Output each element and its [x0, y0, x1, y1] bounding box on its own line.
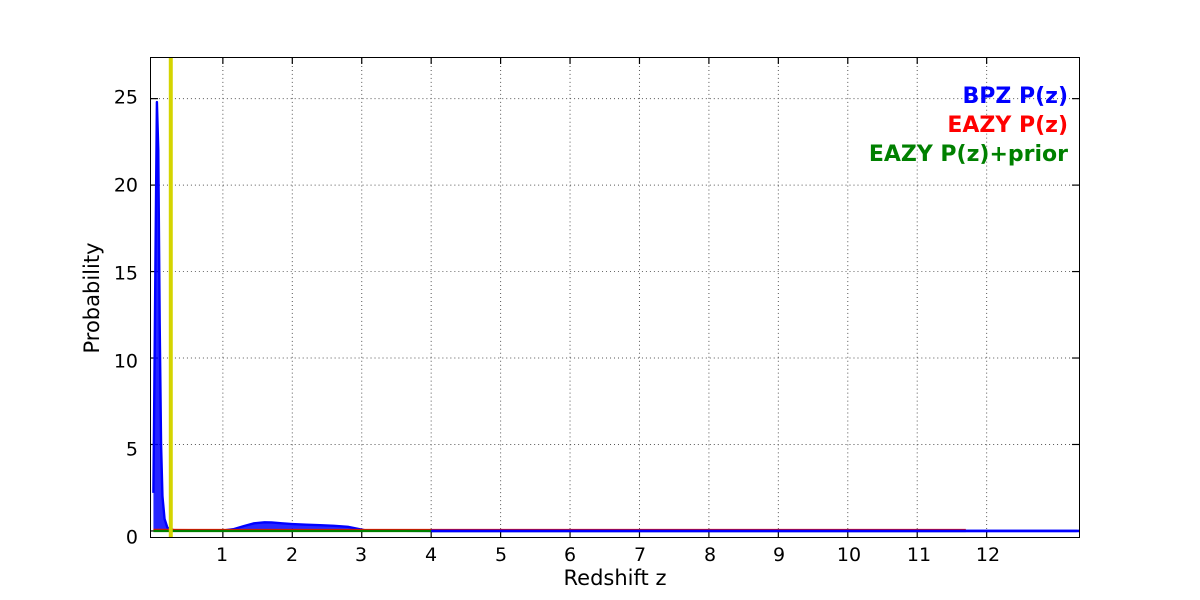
data-layer: [152, 58, 1079, 537]
legend-entry-eazy: EAZY P(z): [947, 113, 1068, 138]
x-axis-label: Redshift z: [563, 566, 667, 590]
legend: BPZ P(z) EAZY P(z) EAZY P(z)+prior: [728, 82, 1068, 169]
x-tick-label: 11: [906, 544, 932, 566]
x-tick-label: 3: [354, 544, 368, 566]
x-tick-label: 12: [975, 544, 1001, 566]
y-tick-label: 5: [125, 438, 138, 461]
y-tick-label: 0: [125, 526, 138, 549]
y-axis-label: Probability: [80, 242, 104, 354]
y-tick-label: 20: [113, 174, 138, 197]
x-tick-label: 10: [836, 544, 862, 566]
y-tick-label: 15: [113, 262, 138, 285]
x-tick-label: 9: [772, 544, 786, 566]
x-tick-label: 2: [285, 544, 299, 566]
x-tick-label: 7: [633, 544, 647, 566]
x-tick-label: 5: [494, 544, 508, 566]
x-tick-label: 8: [703, 544, 717, 566]
legend-entry-eazy-prior: EAZY P(z)+prior: [868, 142, 1068, 167]
x-tick-label: 4: [424, 544, 438, 566]
x-tick-label: 6: [563, 544, 577, 566]
y-tick-label: 10: [113, 350, 138, 373]
legend-entry-bpz: BPZ P(z): [962, 84, 1068, 109]
y-tick-label: 25: [113, 86, 138, 109]
plot-area: [150, 57, 1080, 538]
x-tick-label: 1: [215, 544, 229, 566]
